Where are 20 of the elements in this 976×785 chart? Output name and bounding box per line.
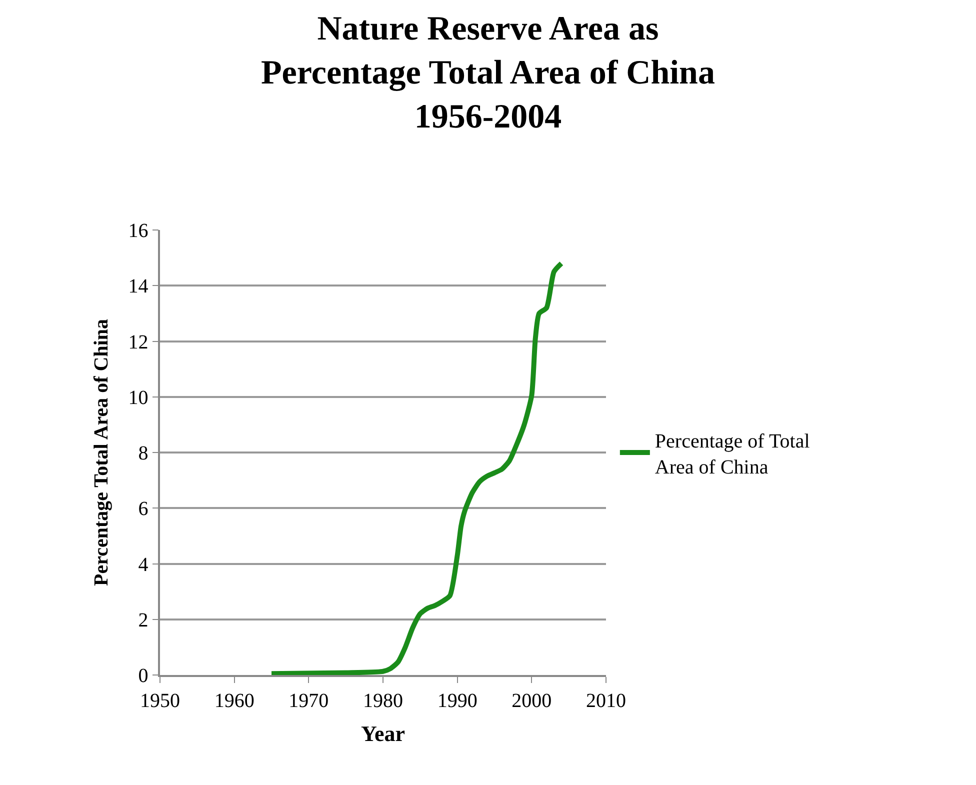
x-tick-label: 2000 xyxy=(512,690,552,712)
x-tick-label: 1970 xyxy=(288,690,329,712)
y-tick-label: 16 xyxy=(128,220,148,242)
y-tick-label: 2 xyxy=(138,609,148,632)
x-tick-label: 1990 xyxy=(437,690,478,712)
y-tick-label: 14 xyxy=(128,276,148,298)
y-tick-label: 8 xyxy=(138,442,148,464)
y-tick-label: 10 xyxy=(128,386,148,409)
chart-title: Nature Reserve Area as Percentage Total Area of China 1956-2004 xyxy=(261,10,715,136)
x-tick-label: 1980 xyxy=(363,690,403,712)
x-tick-label: 1960 xyxy=(214,690,254,712)
x-tick-label: 1950 xyxy=(140,690,180,712)
x-axis-title: Year xyxy=(361,721,406,746)
y-tick-label: 4 xyxy=(138,554,148,576)
y-axis-title: Percentage Total Area of China xyxy=(90,318,112,586)
x-tick-label: 2010 xyxy=(586,690,626,712)
y-tick-label: 12 xyxy=(128,331,148,354)
legend-label: Percentage of Total Area of China xyxy=(654,430,810,478)
y-tick-label: 6 xyxy=(138,498,148,520)
y-tick-label: 0 xyxy=(138,665,148,687)
